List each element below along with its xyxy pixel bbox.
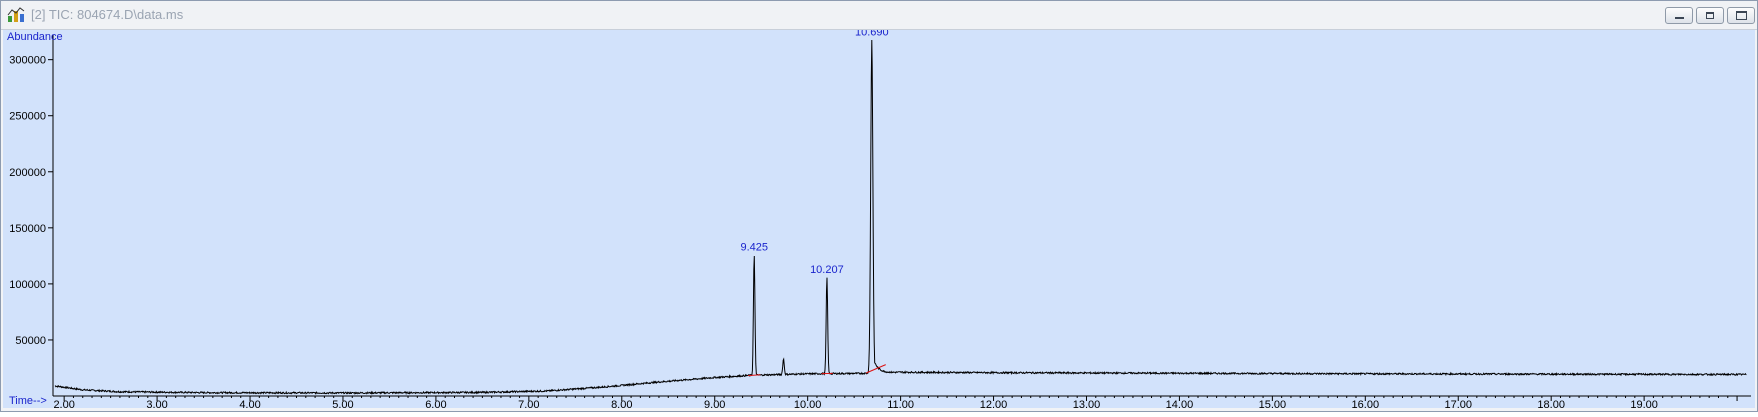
peak-label: 10.207 (810, 264, 844, 276)
window-title: [2] TIC: 804674.D\data.ms (31, 7, 184, 22)
x-tick-label: 19.00 (1630, 399, 1658, 408)
x-tick-label: 6.00 (425, 399, 446, 408)
close-icon (1736, 11, 1747, 20)
x-tick-label: 9.00 (704, 399, 725, 408)
y-tick-label: 200000 (9, 167, 46, 179)
x-tick-label: 15.00 (1259, 399, 1287, 408)
chromatogram-app-icon (7, 7, 25, 22)
plot-area[interactable]: 50000 100000 150000 200000 250000 300000 2.00 3… (3, 30, 1755, 408)
y-tick-label: 50000 (15, 335, 46, 347)
x-tick-label: 12.00 (980, 399, 1008, 408)
x-tick-label: 2.00 (53, 399, 74, 408)
integration-baseline (866, 364, 886, 374)
x-tick-label: 17.00 (1444, 399, 1472, 408)
minimize-button[interactable] (1665, 7, 1693, 24)
y-tick-label: 150000 (9, 223, 46, 235)
x-tick-label: 5.00 (332, 399, 353, 408)
x-tick-label: 3.00 (146, 399, 167, 408)
tic-trace-line (54, 39, 1747, 395)
peak-label: 10.690 (855, 30, 889, 38)
minimize-icon (1675, 17, 1684, 19)
x-tick-label: 16.00 (1352, 399, 1380, 408)
x-axis-label: Time--> (9, 395, 47, 407)
close-button[interactable] (1727, 7, 1755, 24)
y-tick-label: 250000 (9, 111, 46, 123)
restore-button[interactable] (1696, 7, 1724, 24)
x-tick-label: 4.00 (239, 399, 260, 408)
x-tick-label: 8.00 (611, 399, 632, 408)
y-tick-label: 300000 (9, 55, 46, 67)
x-tick-label: 11.00 (887, 399, 914, 408)
x-tick-label: 18.00 (1537, 399, 1565, 408)
restore-icon (1706, 12, 1714, 19)
peak-label: 9.425 (740, 242, 768, 254)
x-tick-label: 14.00 (1166, 399, 1194, 408)
x-tick-label: 7.00 (518, 399, 539, 408)
x-tick-label: 10.00 (794, 399, 822, 408)
y-axis-label: Abundance (7, 31, 63, 43)
x-tick-label: 13.00 (1073, 399, 1101, 408)
title-bar[interactable]: [2] TIC: 804674.D\data.ms (1, 1, 1757, 30)
y-tick-label: 100000 (9, 279, 46, 291)
chromatogram-chart[interactable]: 50000 100000 150000 200000 250000 300000 2.00 3… (3, 30, 1755, 408)
integration-baseline (748, 374, 761, 377)
